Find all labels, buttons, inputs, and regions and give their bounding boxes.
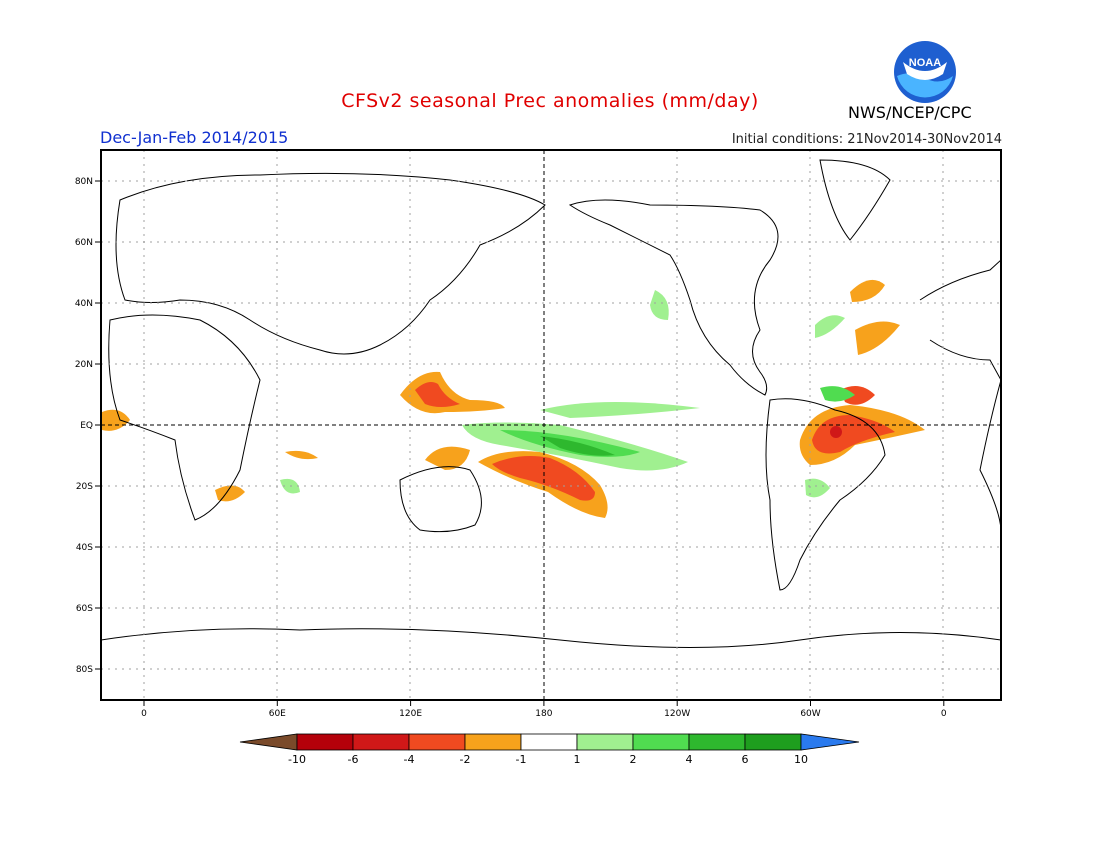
legend-swatch	[296, 733, 354, 751]
lon-tick-label: 0	[941, 709, 947, 719]
anomaly-region-maritime-dry	[425, 446, 470, 470]
legend-swatch	[464, 733, 522, 751]
legend-label: 10	[794, 753, 808, 766]
coastline-eurasia	[115, 172, 546, 355]
season-label: Dec-Jan-Feb 2014/2015	[100, 128, 289, 147]
coastline-antarctica	[101, 628, 1001, 648]
initial-conditions-label: Initial conditions: 21Nov2014-30Nov2014	[731, 132, 1002, 147]
legend-swatch	[632, 733, 690, 751]
legend-label: -2	[460, 753, 471, 766]
coastline-north-america	[568, 199, 779, 396]
anomaly-region-amazon-wet	[820, 386, 855, 402]
lon-tick-label: 120W	[664, 709, 690, 719]
anomaly-region-pacific-wet-peak	[540, 436, 615, 456]
lat-tick-label: 80S	[76, 665, 93, 675]
noaa-logo: NOAA	[894, 41, 956, 103]
legend-swatch	[688, 733, 746, 751]
latitude-labels: 80N 60N 40N 20N EQ 20S 40S 60S 80S	[75, 177, 101, 675]
coastline-australia	[399, 466, 482, 533]
longitude-labels: 0 60E 120E 180 120W 60W 0	[141, 700, 947, 719]
lat-tick-label: 80N	[75, 177, 93, 187]
lat-tick-label: 60S	[76, 604, 93, 614]
anomaly-region-north-atlantic-dry	[850, 279, 885, 302]
lat-tick-label: 20N	[75, 360, 93, 370]
anomaly-region-west-africa-dry	[102, 409, 130, 431]
lon-tick-label: 60W	[800, 709, 820, 719]
lat-tick-label: EQ	[80, 421, 93, 431]
lat-tick-label: 20S	[76, 482, 93, 492]
lon-tick-label: 0	[141, 709, 147, 719]
legend-arrow-high	[800, 733, 860, 751]
anomaly-region-equatorial-wet	[540, 401, 700, 418]
lat-tick-label: 40N	[75, 299, 93, 309]
coastline-africa	[108, 314, 261, 521]
anomaly-region-atlantic-wet	[815, 315, 845, 338]
legend-label: 6	[742, 753, 749, 766]
lat-tick-label: 60N	[75, 238, 93, 248]
legend-swatch	[744, 733, 802, 751]
legend-label: -4	[404, 753, 415, 766]
legend-label: 1	[574, 753, 581, 766]
coastlines	[101, 159, 1001, 648]
legend-label: -1	[516, 753, 527, 766]
anomaly-region-philippines-dry-core	[415, 382, 460, 407]
lat-tick-label: 40S	[76, 543, 93, 553]
legend-swatch	[352, 733, 410, 751]
legend-swatch	[576, 733, 634, 751]
anomaly-region-north-pacific-wet	[650, 290, 669, 320]
legend-label: 4	[686, 753, 693, 766]
coastline-south-america	[765, 398, 886, 591]
coastline-europe-right	[919, 259, 1001, 531]
coastline-greenland	[819, 159, 891, 241]
legend-swatch	[408, 733, 466, 751]
chart-title: CFSv2 seasonal Prec anomalies (mm/day)	[341, 90, 759, 112]
lon-tick-label: 180	[535, 709, 552, 719]
legend-swatch	[520, 733, 578, 751]
legend-label: 2	[630, 753, 637, 766]
legend-label: -10	[288, 753, 306, 766]
anomaly-region-mid-atlantic-dry	[855, 321, 900, 355]
legend-label: -6	[348, 753, 359, 766]
noaa-logo-text: NOAA	[909, 57, 941, 69]
lon-tick-label: 120E	[399, 709, 422, 719]
agency-label: NWS/NCEP/CPC	[848, 103, 972, 122]
anomaly-region-indian-dry	[285, 450, 318, 460]
anomaly-region-south-america-wet	[805, 478, 830, 498]
anomaly-region-pacific-dry-core	[492, 456, 595, 501]
anomaly-region-brazil-dry-peak	[830, 426, 842, 438]
anomaly-shading	[102, 279, 925, 518]
lon-tick-label: 60E	[269, 709, 286, 719]
legend-arrow-low	[239, 733, 298, 751]
